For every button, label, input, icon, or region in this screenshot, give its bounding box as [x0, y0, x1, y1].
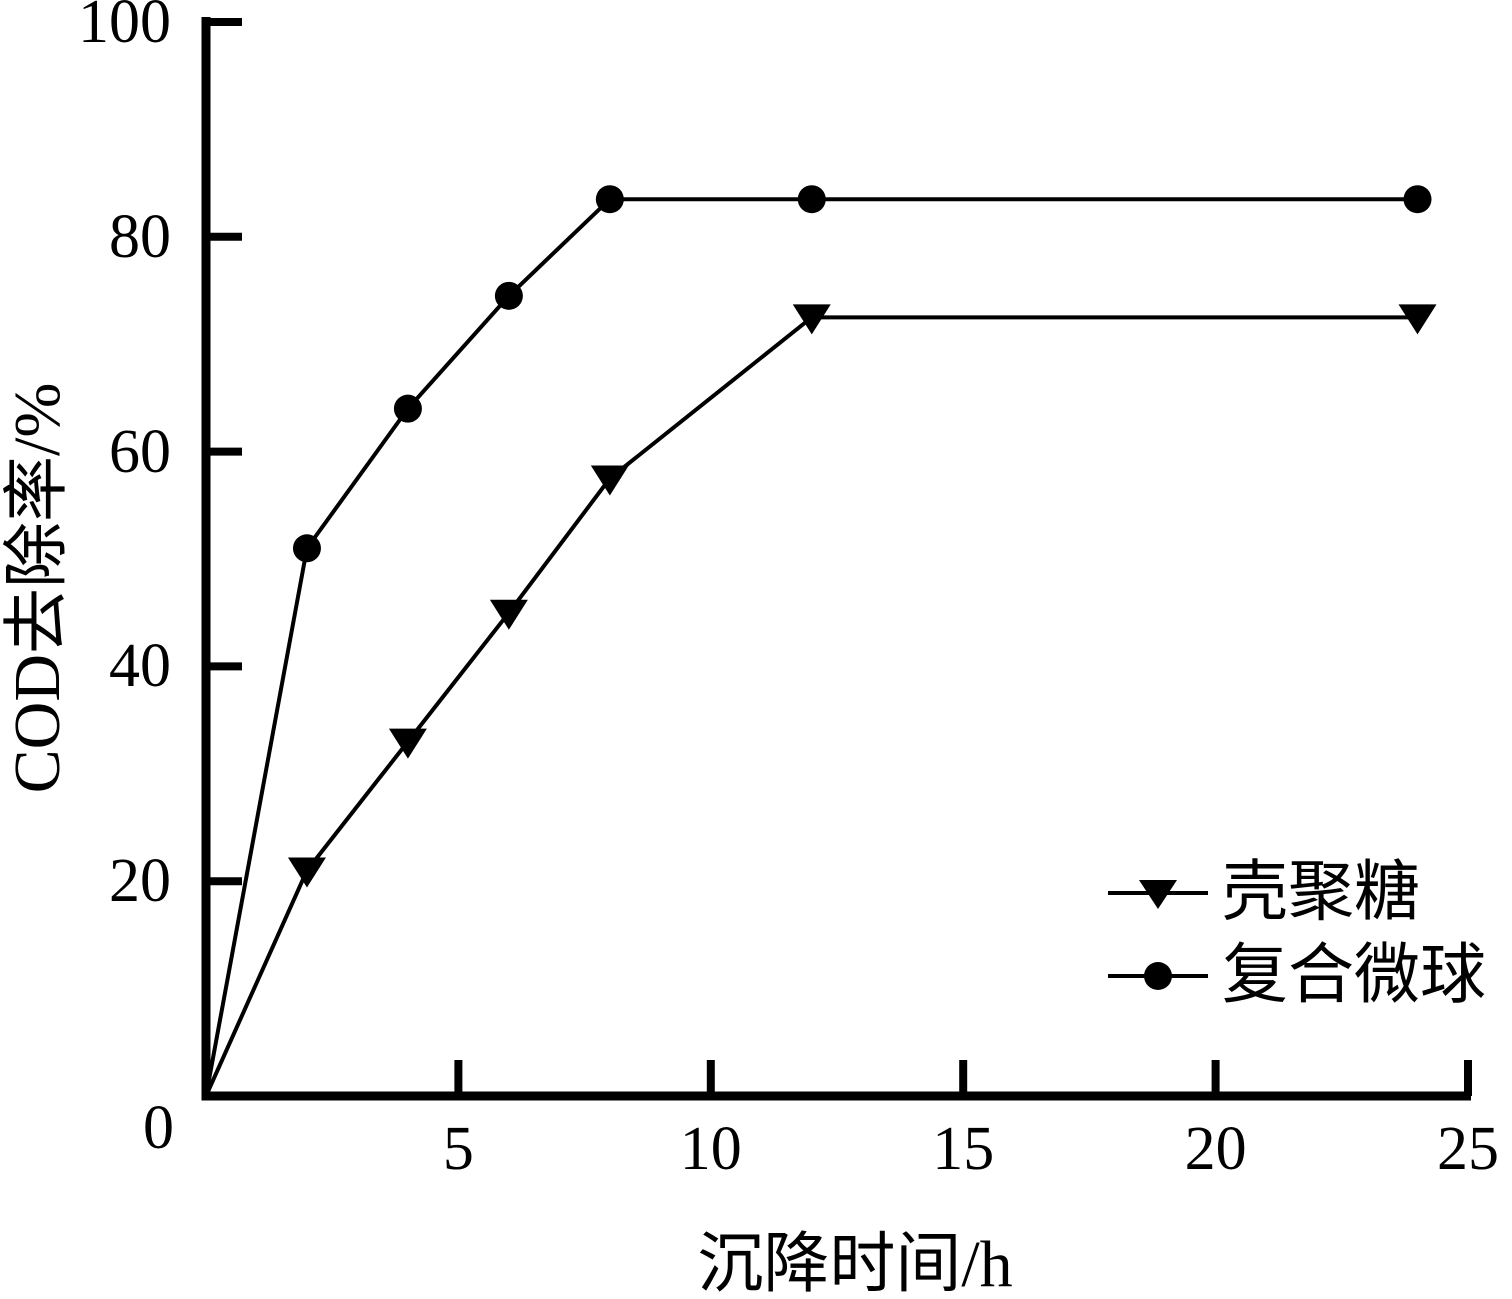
circle-data-marker [595, 185, 624, 214]
circle-data-marker [393, 394, 422, 423]
y-axis-title: COD去除率/% [1, 382, 74, 794]
legend-item-chitosan: 壳聚糖 [1108, 851, 1486, 934]
triangle-down-data-marker [489, 599, 528, 630]
triangle-down-data-marker [388, 728, 427, 759]
y-tick-label: 40 [109, 632, 171, 701]
triangle-down-data-marker [792, 304, 831, 335]
triangle-down-marker-icon [1108, 879, 1208, 909]
legend-label-chitosan: 壳聚糖 [1222, 855, 1420, 929]
legend-label-composite-microsphere: 复合微球 [1222, 938, 1486, 1012]
y-tick-label: 20 [109, 847, 171, 916]
triangle-down-data-marker [287, 857, 326, 888]
legend-item-composite-microsphere: 复合微球 [1108, 934, 1486, 1017]
x-tick-label: 5 [442, 1115, 474, 1183]
triangle-down-data-marker [590, 465, 629, 496]
circle-data-marker [292, 534, 321, 563]
circle-data-marker [494, 281, 523, 310]
origin-tick-label: 0 [143, 1094, 174, 1162]
x-tick-label: 20 [1184, 1115, 1247, 1183]
circle-data-marker [797, 185, 826, 214]
x-axis-title: 沉降时间/h [697, 1228, 1013, 1299]
circle-marker-icon [1108, 961, 1208, 990]
x-tick-label: 15 [932, 1115, 995, 1183]
y-tick-label: 100 [78, 0, 171, 56]
legend: 壳聚糖 复合微球 [1108, 851, 1486, 1017]
y-tick-label: 80 [109, 202, 171, 271]
x-tick-label: 25 [1437, 1115, 1499, 1183]
triangle-down-data-marker [1398, 304, 1437, 335]
circle-data-marker [1403, 185, 1432, 214]
x-tick-label: 10 [679, 1115, 742, 1183]
y-tick-label: 60 [109, 417, 171, 486]
